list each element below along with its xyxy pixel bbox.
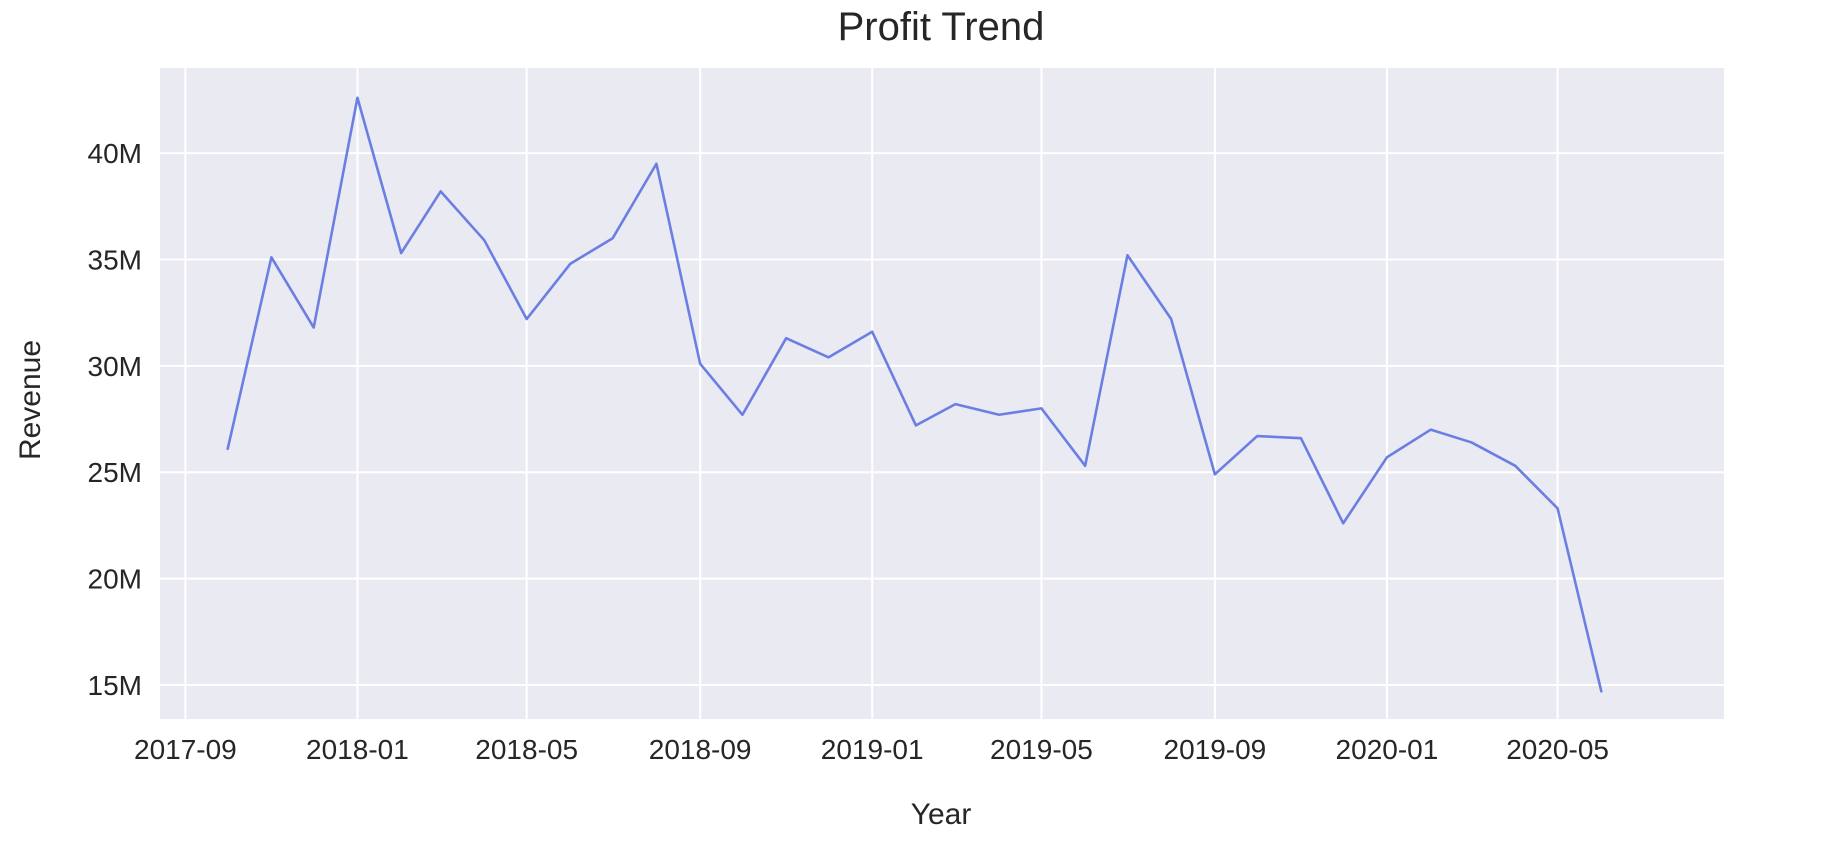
plot-area	[160, 68, 1724, 719]
x-tick-label: 2019-05	[990, 734, 1093, 765]
x-tick-label: 2018-05	[475, 734, 578, 765]
x-tick-label: 2020-05	[1506, 734, 1609, 765]
y-tick-label: 40M	[88, 138, 142, 169]
grid-lines	[160, 68, 1724, 719]
x-tick-label: 2019-09	[1164, 734, 1267, 765]
chart-title: Profit Trend	[838, 5, 1045, 49]
y-tick-label: 20M	[88, 564, 142, 595]
y-tick-label: 15M	[88, 670, 142, 701]
x-tick-label: 2018-09	[649, 734, 752, 765]
series-lines	[226, 96, 1603, 693]
revenue-line	[226, 96, 1603, 693]
x-tick-label: 2020-01	[1336, 734, 1439, 765]
y-tick-label: 25M	[88, 457, 142, 488]
x-tick-label: 2018-01	[306, 734, 409, 765]
y-tick-label: 35M	[88, 244, 142, 275]
y-tick-label: 30M	[88, 351, 142, 382]
y-axis-label: Revenue	[14, 340, 47, 460]
x-tick-label: 2017-09	[134, 734, 237, 765]
x-tick-label: 2019-01	[821, 734, 924, 765]
x-axis-label: Year	[911, 798, 972, 831]
tick-labels: 15M 20M 25M 30M 35M 40M 2017-09 2018-01 2018-05 2…	[88, 138, 1609, 765]
